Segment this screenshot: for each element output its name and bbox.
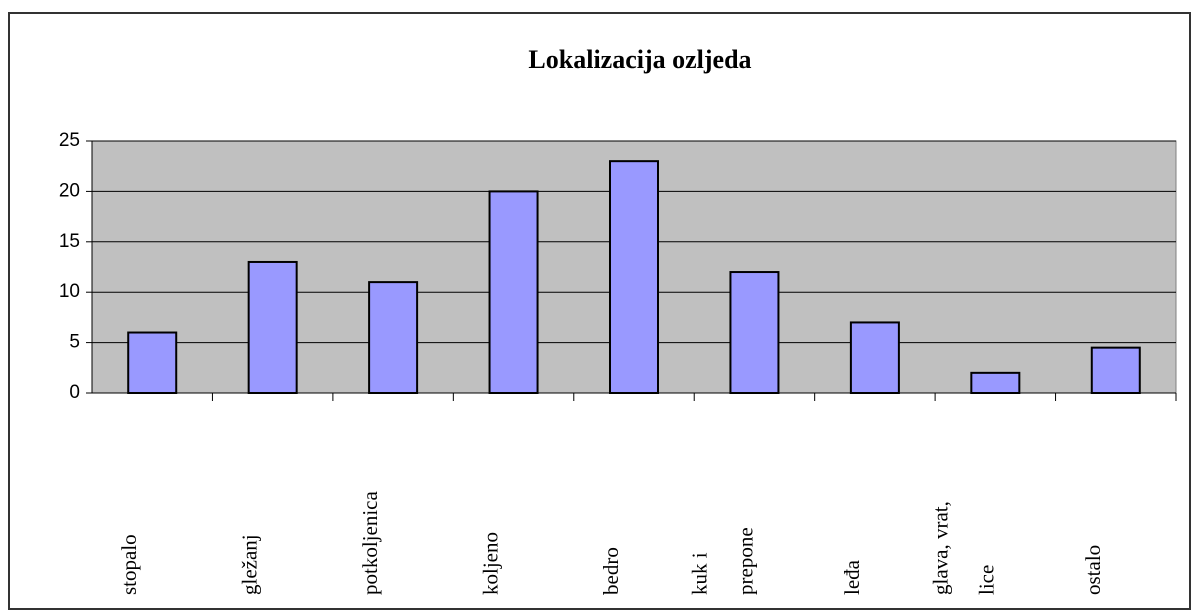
chart-title: Lokalizacija ozljeda [528, 45, 751, 74]
y-tick-label: 5 [69, 332, 80, 353]
bar [609, 160, 659, 394]
y-tick-label: 10 [59, 281, 80, 302]
x-tick-label: kuk i prepone [687, 527, 757, 595]
bar [247, 260, 298, 394]
x-tick-label: ostalo [1081, 545, 1105, 595]
y-tick-label: 15 [59, 231, 80, 252]
label-line: prepone [733, 527, 757, 595]
x-tick-label: gležanj [238, 534, 262, 595]
y-tick-label: 0 [69, 382, 80, 403]
x-tick-label: leđa [840, 559, 864, 595]
label-line: glava, vrat, [928, 501, 952, 595]
label-line: ostalo [1081, 545, 1105, 595]
label-line: lice [974, 565, 998, 595]
x-tick-label: koljeno [479, 532, 503, 595]
bar [729, 271, 780, 395]
x-tick-label: glava, vrat, lice [928, 501, 998, 595]
label-line: kuk i [687, 552, 711, 595]
y-tick-label: 20 [59, 180, 80, 201]
x-tick-label: potkoljenica [358, 491, 382, 595]
bar [970, 371, 1021, 394]
label-line: potkoljenica [358, 491, 382, 595]
x-tick-label: bedro [599, 547, 623, 595]
bar [849, 321, 900, 394]
bar [368, 281, 419, 394]
label-line: stopalo [117, 534, 141, 595]
label-line: bedro [599, 547, 623, 595]
bar [488, 190, 539, 394]
bar [1090, 346, 1141, 395]
label-line: leđa [840, 559, 864, 595]
bar [127, 331, 178, 394]
label-line: koljeno [479, 532, 503, 595]
label-line: gležanj [238, 534, 262, 595]
x-tick-label: stopalo [117, 534, 141, 595]
y-tick-label: 25 [59, 130, 80, 151]
